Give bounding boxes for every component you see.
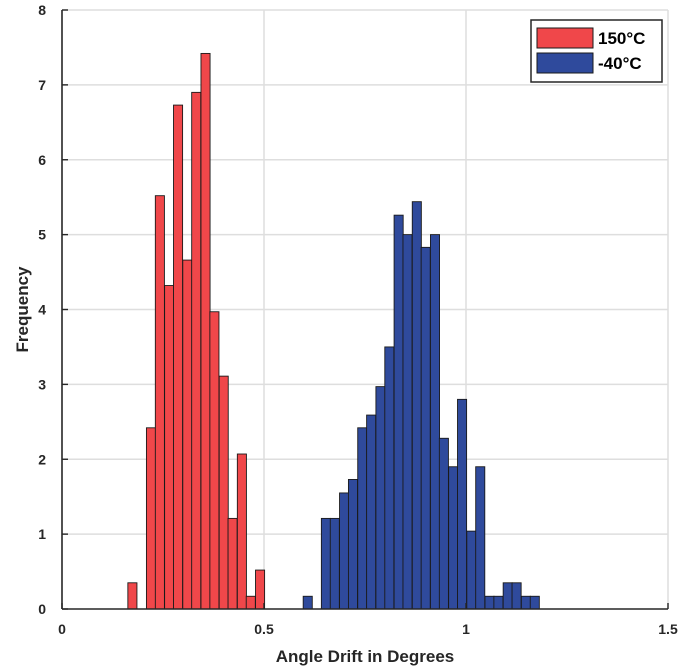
bar-series-1 bbox=[182, 259, 193, 610]
y-tick-label: 0 bbox=[38, 601, 46, 617]
y-tick-label: 8 bbox=[38, 2, 46, 18]
x-tick-label: 0 bbox=[58, 621, 66, 637]
y-tick-label: 6 bbox=[38, 152, 46, 168]
bar-series-1 bbox=[236, 453, 247, 610]
y-axis-label: Frequency bbox=[13, 266, 32, 353]
y-tick-label: 2 bbox=[38, 451, 46, 467]
bar-series-1 bbox=[227, 517, 238, 610]
bar-series-2 bbox=[402, 234, 413, 610]
bar-series-2 bbox=[357, 427, 368, 610]
bar-series-2 bbox=[457, 398, 468, 610]
y-tick-label: 5 bbox=[38, 227, 46, 243]
bar-series-2 bbox=[448, 466, 459, 610]
bar-series-1 bbox=[255, 569, 266, 610]
legend-label: -40°C bbox=[598, 54, 642, 73]
x-tick-label: 1 bbox=[462, 621, 470, 637]
bar-series-2 bbox=[420, 246, 431, 610]
bar-series-2 bbox=[466, 530, 477, 610]
bar-series-2 bbox=[520, 595, 531, 610]
bar-series-2 bbox=[484, 595, 495, 610]
bar-series-2 bbox=[366, 414, 377, 610]
bar-series-1 bbox=[200, 52, 211, 610]
bar-series-2 bbox=[339, 492, 350, 610]
bar-series-2 bbox=[511, 582, 522, 610]
bar-series-1 bbox=[145, 427, 156, 610]
y-tick-label: 4 bbox=[38, 302, 46, 318]
bar-series-2 bbox=[429, 234, 440, 610]
axes bbox=[61, 9, 669, 610]
bar-series-1 bbox=[218, 375, 229, 610]
bar-series-2 bbox=[302, 595, 313, 610]
x-tick-label: 1.5 bbox=[658, 621, 678, 637]
bar-series-1 bbox=[127, 582, 138, 610]
bar-series-1 bbox=[209, 311, 220, 610]
bar-series-1 bbox=[154, 195, 165, 610]
bar-series-1 bbox=[191, 91, 202, 610]
bar-series-2 bbox=[393, 214, 404, 610]
bar-series-2 bbox=[493, 595, 504, 610]
histogram-bars bbox=[127, 52, 540, 610]
x-axis-label: Angle Drift in Degrees bbox=[276, 647, 455, 666]
bar-series-2 bbox=[475, 466, 486, 610]
x-tick-label: 0.5 bbox=[254, 621, 274, 637]
bar-series-2 bbox=[411, 201, 422, 610]
legend-swatch bbox=[536, 52, 594, 74]
y-tick-label: 3 bbox=[38, 376, 46, 392]
bar-series-2 bbox=[347, 479, 358, 610]
legend-label: 150°C bbox=[598, 29, 645, 48]
bar-series-2 bbox=[384, 346, 395, 610]
bar-series-2 bbox=[320, 517, 331, 610]
legend: 150°C -40°C bbox=[530, 19, 663, 83]
tick-labels: 0 1 2 3 4 5 6 7 8 0 0.5 1 1.5 bbox=[38, 2, 678, 637]
y-tick-label: 7 bbox=[38, 77, 46, 93]
bar-series-2 bbox=[329, 517, 340, 610]
legend-swatch bbox=[536, 27, 594, 49]
bar-series-1 bbox=[173, 104, 184, 610]
bar-series-2 bbox=[438, 437, 449, 610]
bar-series-1 bbox=[164, 285, 175, 610]
bar-series-2 bbox=[529, 595, 540, 610]
bar-series-2 bbox=[502, 582, 513, 610]
bar-series-2 bbox=[375, 386, 386, 610]
bar-series-1 bbox=[245, 595, 256, 610]
y-tick-label: 1 bbox=[38, 526, 46, 542]
